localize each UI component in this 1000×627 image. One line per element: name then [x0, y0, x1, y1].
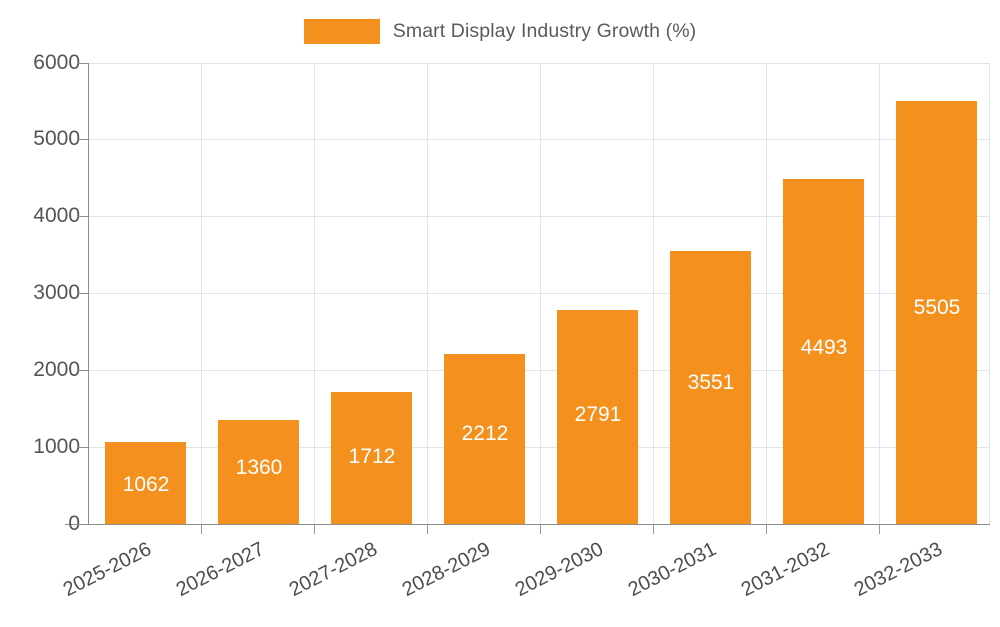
legend-color-swatch-icon — [303, 18, 380, 44]
bar-value-2026-2027: 1360 — [235, 456, 283, 479]
bar-2032-2033[interactable] — [896, 101, 977, 524]
bar-chart: Smart Display Industry Growth (%) 6000 5… — [0, 14, 1000, 601]
y-tick-label-4000: 4000 — [33, 204, 80, 227]
x-tick-mark-1 — [201, 524, 202, 534]
x-tick-mark-2 — [314, 524, 315, 534]
legend-item-smart-display-industry-growth[interactable]: Smart Display Industry Growth (%) — [303, 18, 697, 44]
bar-2030-2031[interactable] — [670, 251, 751, 524]
y-tick-label-1000: 1000 — [33, 435, 80, 458]
bar-value-2025-2026: 1062 — [122, 473, 170, 496]
y-tick-label-0: 0 — [68, 512, 80, 535]
bar-value-2028-2029: 2212 — [461, 422, 509, 445]
x-tick-mark-4 — [540, 524, 541, 534]
bar-2028-2029[interactable] — [444, 354, 525, 524]
vgridline-2 — [314, 63, 315, 524]
y-tick-mark-4000 — [77, 216, 88, 217]
vgridline-6 — [766, 63, 767, 524]
bar-2031-2032[interactable] — [783, 178, 864, 524]
y-tick-label-6000: 6000 — [33, 51, 80, 74]
vgridline-1 — [201, 63, 202, 524]
x-axis-line — [65, 524, 990, 525]
y-tick-mark-3000 — [77, 293, 88, 294]
bar-value-2027-2028: 1712 — [348, 445, 396, 468]
y-tick-label-5000: 5000 — [33, 127, 80, 150]
vgridline-5 — [653, 63, 654, 524]
gridline-2000 — [88, 370, 989, 371]
legend-label: Smart Display Industry Growth (%) — [392, 19, 697, 42]
bar-2029-2030[interactable] — [557, 309, 638, 524]
bar-value-2030-2031: 3551 — [687, 371, 735, 394]
gridline-6000 — [88, 63, 989, 64]
x-tick-mark-5 — [653, 524, 654, 534]
bar-value-2032-2033: 5505 — [913, 296, 961, 319]
y-tick-mark-5000 — [77, 139, 88, 140]
gridline-5000 — [88, 139, 989, 140]
y-tick-label-2000: 2000 — [33, 358, 80, 381]
gridline-4000 — [88, 216, 989, 217]
gridline-3000 — [88, 293, 989, 294]
y-tick-mark-0 — [77, 524, 88, 525]
chart-legend: Smart Display Industry Growth (%) — [0, 14, 1000, 48]
gridline-1000 — [88, 447, 989, 448]
bar-value-2031-2032: 4493 — [800, 336, 848, 359]
x-tick-mark-6 — [766, 524, 767, 534]
vgridline-4 — [540, 63, 541, 524]
x-tick-mark-7 — [879, 524, 880, 534]
y-tick-mark-1000 — [77, 447, 88, 448]
bar-2026-2027[interactable] — [218, 419, 299, 524]
vgridline-3 — [427, 63, 428, 524]
bar-2027-2028[interactable] — [331, 392, 412, 524]
y-tick-mark-6000 — [77, 63, 88, 64]
plot-area — [88, 63, 990, 524]
y-axis-line — [88, 63, 89, 525]
x-tick-mark-3 — [427, 524, 428, 534]
vgridline-7 — [879, 63, 880, 524]
y-tick-mark-2000 — [77, 370, 88, 371]
bar-value-2029-2030: 2791 — [574, 403, 622, 426]
bar-2025-2026[interactable] — [105, 442, 186, 524]
y-tick-label-3000: 3000 — [33, 281, 80, 304]
